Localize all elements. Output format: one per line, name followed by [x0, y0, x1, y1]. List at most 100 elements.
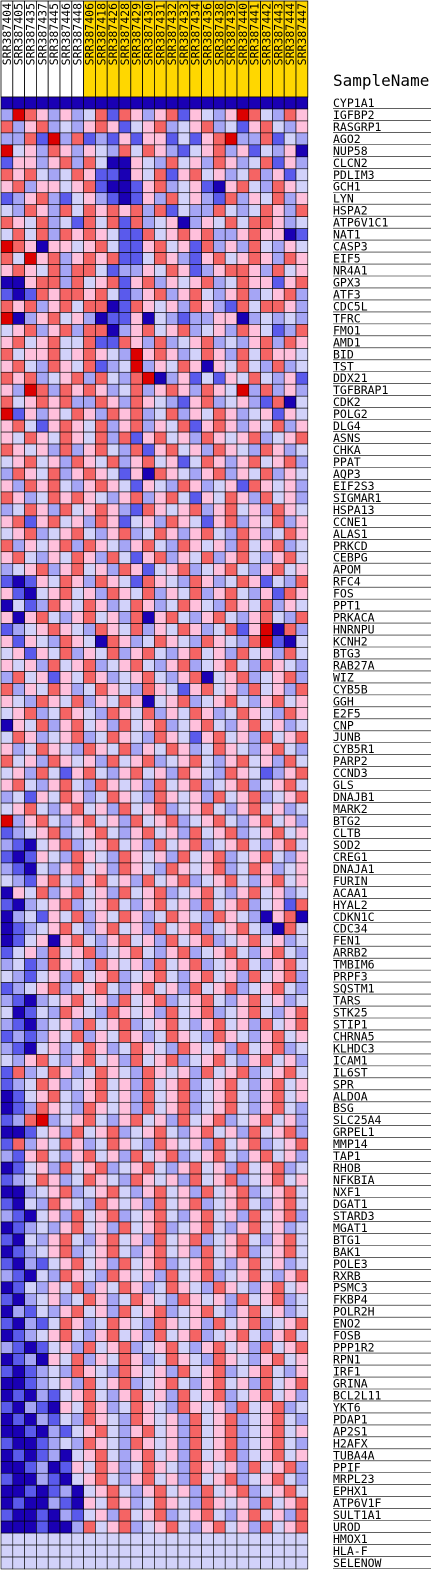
heatmap-cell — [118, 288, 132, 301]
row-label: TARS — [333, 994, 361, 1008]
heatmap-cell — [36, 144, 49, 158]
heatmap-cell — [24, 216, 37, 229]
heatmap-cell — [118, 1137, 132, 1151]
heatmap-cell — [260, 204, 273, 217]
heatmap-cell — [142, 874, 155, 888]
heatmap-cell — [83, 742, 96, 756]
heatmap-cell — [283, 1185, 297, 1199]
heatmap-cell — [295, 1209, 309, 1223]
heatmap-cell — [201, 1425, 214, 1438]
heatmap-cell — [248, 324, 261, 337]
heatmap-cell — [260, 611, 273, 624]
heatmap-cell — [95, 1101, 108, 1115]
heatmap-cell — [248, 1317, 261, 1330]
heatmap-cell — [260, 479, 273, 493]
heatmap-cell — [165, 1437, 179, 1450]
heatmap-cell — [272, 324, 285, 337]
heatmap-cell — [95, 395, 108, 409]
heatmap-cell — [142, 1389, 155, 1402]
heatmap-cell — [154, 252, 167, 265]
heatmap-cell — [283, 587, 297, 600]
heatmap-cell — [12, 922, 25, 936]
heatmap-cell — [295, 1353, 309, 1366]
heatmap-cell — [236, 204, 250, 217]
heatmap-cell — [47, 1233, 61, 1247]
heatmap-cell — [189, 671, 202, 684]
heatmap-cell — [130, 503, 143, 517]
heatmap-cell — [24, 599, 37, 612]
heatmap-cell — [36, 264, 49, 277]
heatmap-cell — [236, 1101, 250, 1115]
heatmap-cell — [295, 1113, 309, 1127]
heatmap-cell — [95, 838, 108, 852]
heatmap-cell — [154, 467, 167, 481]
heatmap-cell — [24, 898, 37, 912]
heatmap-cell — [0, 599, 14, 612]
heatmap-cell — [154, 719, 167, 732]
heatmap-cell — [118, 204, 132, 217]
heatmap-cell — [36, 850, 49, 864]
heatmap-cell — [260, 934, 273, 947]
heatmap-cell — [130, 1389, 143, 1402]
heatmap-cell — [0, 419, 14, 433]
heatmap-cell — [201, 1305, 214, 1318]
heatmap-cell — [0, 1197, 14, 1211]
heatmap-cell — [154, 838, 167, 852]
heatmap-cell — [165, 719, 179, 732]
heatmap-cell — [106, 1520, 120, 1534]
heatmap-cell — [165, 324, 179, 337]
heatmap-cell — [154, 754, 167, 768]
heatmap-cell — [189, 1472, 202, 1486]
heatmap-cell — [272, 383, 285, 397]
heatmap-cell — [59, 563, 73, 576]
heatmap-cell — [295, 874, 309, 888]
heatmap-cell — [283, 192, 297, 206]
heatmap-cell — [154, 336, 167, 349]
heatmap-cell — [71, 1460, 84, 1474]
heatmap-cell — [177, 766, 191, 780]
heatmap-cell — [83, 587, 96, 600]
heatmap-cell — [0, 479, 14, 493]
heatmap-cell — [165, 395, 179, 409]
heatmap-cell — [248, 1101, 261, 1115]
row-label: NR4A1 — [333, 264, 368, 278]
heatmap-cell — [272, 1532, 285, 1546]
heatmap-cell — [12, 754, 25, 768]
heatmap-cell — [189, 168, 202, 182]
heatmap-cell — [83, 790, 96, 804]
heatmap-cell — [272, 120, 285, 134]
heatmap-cell — [260, 515, 273, 529]
heatmap-cell — [71, 982, 84, 995]
heatmap-cell — [118, 790, 132, 804]
heatmap-cell — [177, 479, 191, 493]
heatmap-cell — [0, 1401, 14, 1414]
heatmap-cell — [201, 264, 214, 277]
heatmap-cell — [118, 1437, 132, 1450]
heatmap-cell — [201, 527, 214, 541]
heatmap-cell — [83, 479, 96, 493]
heatmap-cell — [118, 754, 132, 768]
heatmap-cell — [154, 730, 167, 744]
heatmap-cell — [142, 1245, 155, 1259]
heatmap-cell — [295, 982, 309, 995]
heatmap-cell — [260, 1149, 273, 1163]
heatmap-cell — [224, 276, 238, 289]
heatmap-cell — [106, 264, 120, 277]
heatmap-cell — [12, 910, 25, 924]
heatmap-cell — [59, 288, 73, 301]
heatmap-cell — [130, 1556, 143, 1570]
heatmap-cell — [248, 1269, 261, 1283]
heatmap-cell — [142, 551, 155, 565]
heatmap-cell — [142, 1149, 155, 1163]
heatmap-cell — [295, 551, 309, 565]
heatmap-cell — [236, 790, 250, 804]
heatmap-cell — [248, 1066, 261, 1079]
heatmap-cell — [142, 1090, 155, 1103]
heatmap-cell — [283, 1018, 297, 1031]
heatmap-cell — [248, 1484, 261, 1498]
heatmap-cell — [283, 264, 297, 277]
heatmap-cell — [47, 587, 61, 600]
heatmap-cell — [0, 300, 14, 313]
heatmap-cell — [260, 1209, 273, 1223]
heatmap-cell — [177, 1173, 191, 1187]
